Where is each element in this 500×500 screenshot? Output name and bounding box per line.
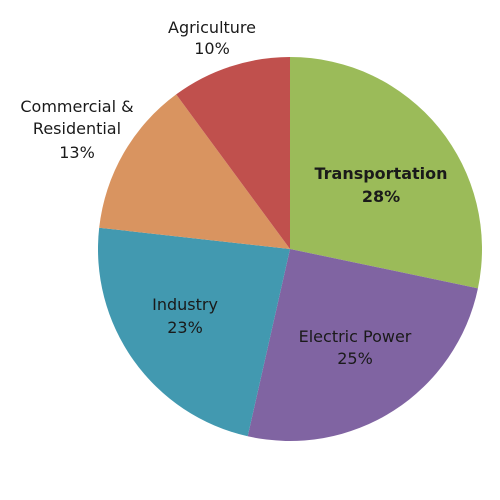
slice-label-electric-power: Electric Power 25% <box>299 327 412 368</box>
slice-value-label: 13% <box>59 143 95 162</box>
slice-label-agriculture: Agriculture 10% <box>168 18 256 58</box>
slice-label-industry: Industry 23% <box>152 295 218 337</box>
slice-name-label: Transportation <box>314 164 447 183</box>
slice-name-label: Industry <box>152 295 218 314</box>
pie-slices <box>97 57 482 441</box>
pie-labels: Transportation 28% Electric Power 25% Indust… <box>20 18 447 368</box>
slice-label-transportation: Transportation 28% <box>314 164 447 206</box>
slice-commercial-residential <box>99 94 291 249</box>
slice-name-label: Electric Power <box>299 327 412 346</box>
slice-agriculture <box>176 57 290 249</box>
slice-name-label: Agriculture <box>168 18 256 37</box>
slice-electric-power <box>247 249 478 441</box>
slice-name-label: Commercial & <box>20 97 133 116</box>
slice-label-commercial-residential: Commercial & Residential 13% <box>20 97 133 162</box>
slice-value-label: 10% <box>194 39 230 58</box>
slice-transportation <box>290 57 482 289</box>
slice-value-label: 28% <box>362 187 400 206</box>
slice-value-label: 23% <box>167 318 203 337</box>
slice-industry <box>97 227 290 437</box>
slice-value-label: 25% <box>337 349 373 368</box>
slice-name-label: Residential <box>33 119 121 138</box>
